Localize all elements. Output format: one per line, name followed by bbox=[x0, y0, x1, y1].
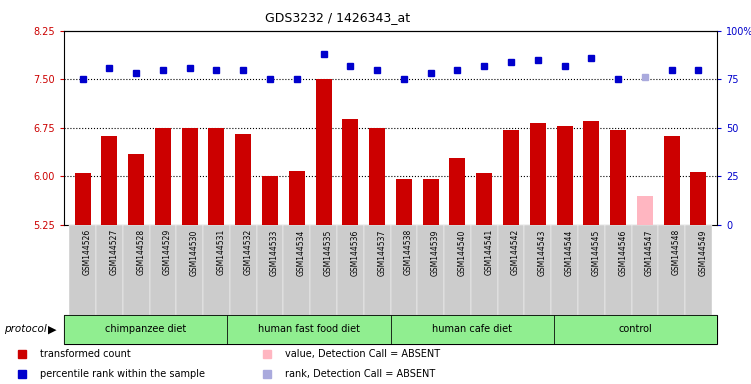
Text: GSM144532: GSM144532 bbox=[243, 229, 252, 275]
Text: GSM144543: GSM144543 bbox=[538, 229, 547, 276]
Bar bbox=[69, 225, 96, 315]
Bar bbox=[101, 136, 117, 225]
Bar bbox=[155, 128, 171, 225]
Bar bbox=[209, 128, 225, 225]
Bar bbox=[476, 173, 492, 225]
Bar bbox=[503, 130, 519, 225]
Text: GSM144545: GSM144545 bbox=[591, 229, 600, 276]
Bar bbox=[149, 225, 176, 315]
Bar bbox=[471, 225, 498, 315]
Text: GSM144547: GSM144547 bbox=[645, 229, 654, 276]
Text: GSM144531: GSM144531 bbox=[216, 229, 225, 275]
Bar bbox=[556, 126, 572, 225]
Text: GSM144548: GSM144548 bbox=[671, 229, 680, 275]
Bar bbox=[283, 225, 310, 315]
Bar bbox=[584, 121, 599, 225]
Text: human fast food diet: human fast food diet bbox=[258, 324, 360, 334]
Bar bbox=[391, 315, 554, 344]
Bar bbox=[449, 158, 466, 225]
Bar bbox=[690, 172, 707, 225]
Bar bbox=[498, 225, 524, 315]
Bar bbox=[444, 225, 471, 315]
Bar bbox=[396, 179, 412, 225]
Bar bbox=[423, 179, 439, 225]
Bar bbox=[74, 173, 91, 225]
Bar bbox=[342, 119, 358, 225]
Text: chimpanzee diet: chimpanzee diet bbox=[105, 324, 186, 334]
Text: GSM144526: GSM144526 bbox=[83, 229, 92, 275]
Bar bbox=[363, 225, 391, 315]
Bar bbox=[176, 225, 203, 315]
Bar bbox=[235, 134, 252, 225]
Text: GSM144538: GSM144538 bbox=[404, 229, 413, 275]
Text: GSM144527: GSM144527 bbox=[110, 229, 119, 275]
Text: value, Detection Call = ABSENT: value, Detection Call = ABSENT bbox=[285, 349, 441, 359]
Bar bbox=[391, 225, 418, 315]
Bar bbox=[610, 130, 626, 225]
Bar bbox=[578, 225, 605, 315]
Bar bbox=[418, 225, 444, 315]
Bar bbox=[257, 225, 283, 315]
Text: rank, Detection Call = ABSENT: rank, Detection Call = ABSENT bbox=[285, 369, 436, 379]
Bar bbox=[605, 225, 632, 315]
Text: GSM144544: GSM144544 bbox=[565, 229, 574, 276]
Text: GSM144546: GSM144546 bbox=[618, 229, 627, 276]
Text: control: control bbox=[619, 324, 653, 334]
Bar bbox=[289, 171, 305, 225]
Bar bbox=[529, 123, 546, 225]
Bar bbox=[337, 225, 363, 315]
Bar bbox=[122, 225, 149, 315]
Text: GSM144540: GSM144540 bbox=[457, 229, 466, 276]
Bar bbox=[310, 225, 337, 315]
Bar bbox=[182, 128, 198, 225]
Text: ▶: ▶ bbox=[48, 324, 56, 334]
Text: GSM144549: GSM144549 bbox=[698, 229, 707, 276]
Text: GSM144541: GSM144541 bbox=[484, 229, 493, 275]
Text: GSM144536: GSM144536 bbox=[351, 229, 360, 276]
Bar bbox=[227, 315, 391, 344]
Bar bbox=[315, 79, 332, 225]
Text: transformed count: transformed count bbox=[41, 349, 131, 359]
Text: human cafe diet: human cafe diet bbox=[432, 324, 512, 334]
Bar bbox=[685, 225, 712, 315]
Bar bbox=[230, 225, 257, 315]
Text: GDS3232 / 1426343_at: GDS3232 / 1426343_at bbox=[265, 12, 411, 25]
Bar bbox=[632, 225, 659, 315]
Text: percentile rank within the sample: percentile rank within the sample bbox=[41, 369, 205, 379]
Text: GSM144539: GSM144539 bbox=[430, 229, 439, 276]
Bar bbox=[203, 225, 230, 315]
Bar bbox=[524, 225, 551, 315]
Text: protocol: protocol bbox=[4, 324, 47, 334]
Text: GSM144537: GSM144537 bbox=[377, 229, 386, 276]
Text: GSM144528: GSM144528 bbox=[136, 229, 145, 275]
Bar bbox=[659, 225, 685, 315]
Bar bbox=[369, 128, 385, 225]
Text: GSM144542: GSM144542 bbox=[511, 229, 520, 275]
Text: GSM144533: GSM144533 bbox=[270, 229, 279, 276]
Bar bbox=[128, 154, 144, 225]
Bar bbox=[551, 225, 578, 315]
Bar bbox=[64, 315, 227, 344]
Text: GSM144529: GSM144529 bbox=[163, 229, 172, 275]
Text: GSM144535: GSM144535 bbox=[324, 229, 333, 276]
Bar bbox=[554, 315, 717, 344]
Bar bbox=[262, 176, 278, 225]
Bar bbox=[664, 136, 680, 225]
Text: GSM144530: GSM144530 bbox=[190, 229, 199, 276]
Text: GSM144534: GSM144534 bbox=[297, 229, 306, 276]
Bar bbox=[637, 195, 653, 225]
Bar bbox=[96, 225, 122, 315]
